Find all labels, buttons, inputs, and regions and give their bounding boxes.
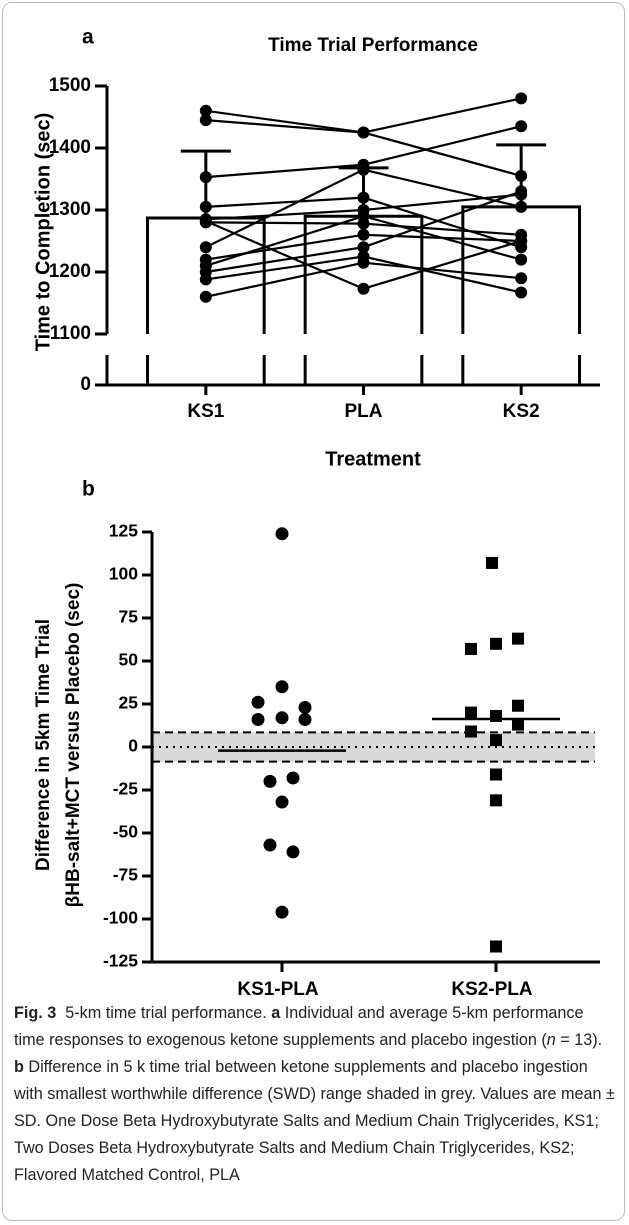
individual-point bbox=[199, 171, 212, 184]
caption-text: Individual and average 5-km performance … bbox=[14, 1004, 584, 1049]
individual-point bbox=[515, 120, 528, 133]
y-axis-label: Difference in 5km Time Trial bbox=[33, 619, 54, 871]
x-axis-label: Treatment bbox=[325, 448, 421, 470]
y-tick-label: 75 bbox=[119, 607, 139, 627]
individual-point bbox=[515, 200, 528, 213]
individual-point bbox=[515, 185, 528, 198]
data-point bbox=[275, 711, 289, 725]
individual-point bbox=[199, 215, 212, 228]
data-point bbox=[512, 632, 524, 645]
individual-point bbox=[199, 114, 212, 127]
data-point bbox=[490, 794, 502, 807]
x-tick-label: KS1-PLA bbox=[237, 979, 319, 995]
data-point bbox=[490, 734, 502, 747]
data-point bbox=[490, 637, 502, 650]
panel-label: a bbox=[82, 26, 94, 49]
data-point bbox=[490, 710, 502, 723]
y-tick-label: 1300 bbox=[49, 199, 91, 220]
individual-point bbox=[515, 92, 528, 105]
data-point bbox=[251, 695, 265, 709]
individual-point bbox=[199, 273, 212, 286]
data-point bbox=[298, 712, 312, 726]
caption-panel: a bbox=[271, 1004, 281, 1022]
data-point bbox=[490, 768, 502, 781]
individual-point bbox=[199, 241, 212, 254]
data-point bbox=[465, 706, 477, 719]
y-axis-label: βHB-salt+MCT versus Placebo (sec) bbox=[63, 583, 84, 908]
figure: a Time Trial Performance Time to Complet… bbox=[32, 26, 600, 995]
y-axis-label: Time to Completion (sec) bbox=[32, 113, 54, 352]
y-tick-label: -125 bbox=[103, 951, 138, 971]
caption-panel: b bbox=[14, 1058, 24, 1076]
y-tick-label: -75 bbox=[113, 865, 139, 885]
individual-point bbox=[357, 282, 370, 295]
individual-point bbox=[515, 169, 528, 182]
data-point bbox=[286, 845, 300, 859]
y-tick-label: 25 bbox=[119, 693, 139, 713]
y-tick-label: 50 bbox=[119, 650, 139, 670]
individual-point bbox=[357, 126, 370, 139]
caption-text: Difference in 5 k time trial between ket… bbox=[14, 1058, 615, 1184]
data-point bbox=[486, 556, 498, 569]
x-tick-label: KS1 bbox=[187, 401, 224, 422]
y-tick-label: 0 bbox=[128, 736, 138, 756]
caption-label: Fig. 3 bbox=[14, 1004, 57, 1022]
caption-text: = 13). bbox=[560, 1031, 603, 1049]
data-point bbox=[275, 905, 289, 919]
data-point bbox=[275, 795, 289, 809]
individual-point bbox=[199, 290, 212, 303]
data-point bbox=[465, 725, 477, 738]
chart-title: Time Trial Performance bbox=[268, 35, 478, 56]
individual-point bbox=[357, 163, 370, 176]
panel-label: b bbox=[82, 478, 95, 501]
individual-point bbox=[515, 235, 528, 247]
y-tick-label: 125 bbox=[109, 521, 138, 541]
data-point bbox=[465, 642, 477, 655]
data-point bbox=[490, 940, 502, 953]
individual-point bbox=[199, 200, 212, 213]
individual-point bbox=[515, 272, 528, 285]
data-point bbox=[512, 699, 524, 712]
data-point bbox=[286, 771, 300, 785]
y-tick-label: -100 bbox=[103, 908, 138, 928]
data-point bbox=[275, 527, 289, 541]
figure-caption: Fig. 3 5-km time trial performance. a In… bbox=[14, 1000, 616, 1189]
data-point bbox=[263, 838, 277, 852]
data-point bbox=[251, 712, 265, 726]
data-point bbox=[275, 680, 289, 694]
y-tick-label: 1100 bbox=[50, 323, 91, 344]
y-tick-label: 0 bbox=[80, 374, 91, 395]
data-point bbox=[263, 774, 277, 788]
y-tick-label: 1400 bbox=[49, 137, 91, 158]
data-point bbox=[512, 718, 524, 731]
y-tick-label: 100 bbox=[109, 564, 138, 584]
data-point bbox=[298, 700, 312, 714]
individual-point bbox=[357, 241, 370, 254]
caption-title: 5-km time trial performance. bbox=[65, 1004, 267, 1022]
y-tick-label: 1500 bbox=[49, 75, 91, 96]
individual-point bbox=[357, 191, 370, 204]
x-tick-label: KS2 bbox=[503, 401, 540, 422]
y-tick-label: -50 bbox=[113, 822, 139, 842]
individual-point bbox=[515, 286, 528, 299]
swd-band bbox=[152, 732, 595, 762]
individual-point bbox=[357, 210, 370, 223]
x-tick-label: KS2-PLA bbox=[451, 979, 533, 995]
individual-point bbox=[357, 228, 370, 241]
y-tick-label: -25 bbox=[113, 779, 139, 799]
y-tick-label: 1200 bbox=[49, 261, 91, 282]
x-tick-label: PLA bbox=[345, 401, 383, 422]
individual-point bbox=[515, 253, 528, 266]
individual-point bbox=[199, 104, 212, 117]
individual-point bbox=[357, 256, 370, 269]
caption-n: n bbox=[546, 1031, 556, 1049]
